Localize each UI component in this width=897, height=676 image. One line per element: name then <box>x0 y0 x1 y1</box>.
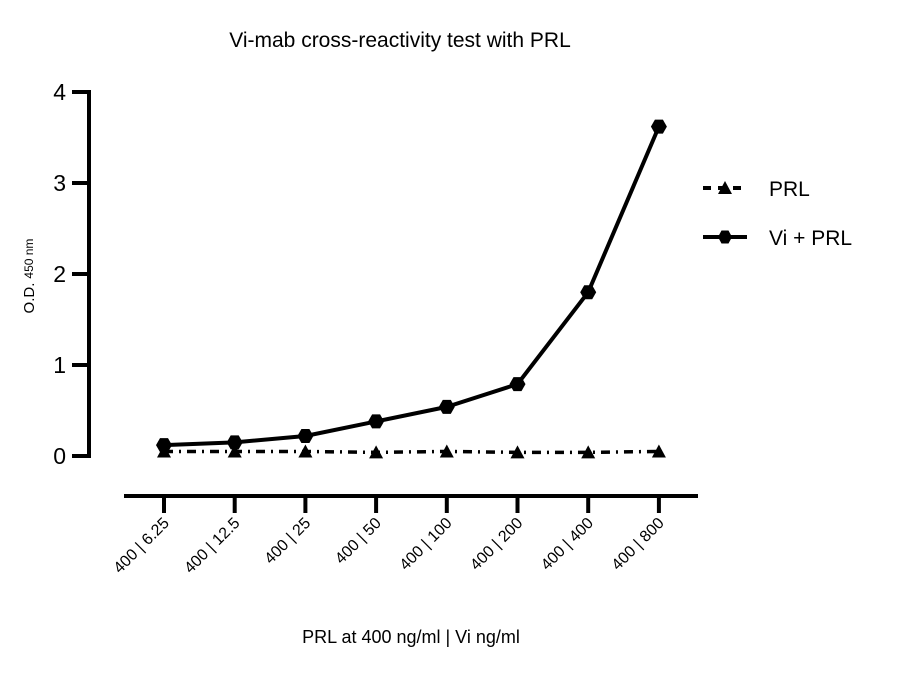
data-point-triangle <box>439 444 454 458</box>
y-axis: 0 1 2 3 4 O.D. 450 nm <box>21 79 91 469</box>
series-line <box>163 125 661 448</box>
data-point-hexagon <box>226 435 243 450</box>
legend: PRL Vi + PRL <box>703 178 852 250</box>
x-tick-label: 400 | 400 <box>538 515 597 574</box>
data-point-hexagon <box>438 399 455 414</box>
series-prl <box>157 444 666 459</box>
data-point-triangle <box>369 445 384 459</box>
data-point-triangle <box>227 444 242 458</box>
triangle-marker-icon <box>718 181 732 194</box>
legend-label-vi-prl: Vi + PRL <box>769 227 852 250</box>
y-tick-label: 0 <box>53 443 66 469</box>
data-point-hexagon <box>650 119 667 134</box>
y-tick-label: 2 <box>53 261 66 287</box>
series-vi-prl <box>156 119 667 453</box>
x-tick-label: 400 | 25 <box>262 515 315 568</box>
data-point-hexagon <box>368 414 385 429</box>
x-tick-label: 400 | 12.5 <box>181 515 243 577</box>
x-tick-label: 400 | 200 <box>467 515 526 574</box>
data-point-hexagon <box>580 285 597 300</box>
y-axis-label-main: O.D. <box>21 283 38 314</box>
x-tick-label: 400 | 800 <box>609 515 668 574</box>
hexagon-marker-icon <box>718 230 732 244</box>
data-point-triangle <box>298 444 313 458</box>
series-layer <box>156 119 667 459</box>
legend-item-vi-prl: Vi + PRL <box>703 227 852 250</box>
x-tick-label: 400 | 50 <box>332 515 385 568</box>
chart-title: Vi-mab cross-reactivity test with PRL <box>229 29 571 52</box>
legend-item-prl: PRL <box>703 178 810 201</box>
y-axis-label-sub: 450 nm <box>22 239 36 279</box>
y-tick-label: 3 <box>53 170 66 196</box>
x-axis: 400 | 6.25 400 | 12.5 400 | 25 400 | 50 400 … <box>111 494 698 647</box>
x-tick-label: 400 | 6.25 <box>111 515 173 577</box>
data-point-triangle <box>581 445 596 459</box>
data-point-hexagon <box>297 428 314 443</box>
y-tick-label: 4 <box>53 79 66 105</box>
data-point-hexagon <box>509 377 526 392</box>
data-point-hexagon <box>156 438 172 453</box>
data-point-triangle <box>510 445 525 459</box>
x-axis-label: PRL at 400 ng/ml | Vi ng/ml <box>302 627 520 647</box>
x-tick-label: 400 | 100 <box>397 515 456 574</box>
y-tick-label: 1 <box>53 352 66 378</box>
data-point-triangle <box>651 444 666 458</box>
y-axis-label: O.D. 450 nm <box>21 239 38 314</box>
legend-label-prl: PRL <box>769 178 810 201</box>
